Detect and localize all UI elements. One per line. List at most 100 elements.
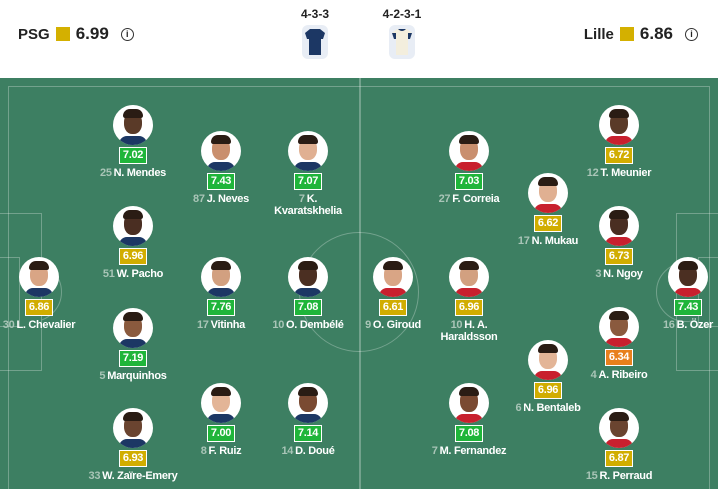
left-goal-area [0, 257, 20, 327]
info-circle-icon[interactable]: i [120, 27, 134, 41]
home-team-summary: PSG 6.99 i [18, 24, 134, 44]
player-card[interactable]: 7.00 8 F. Ruiz [161, 383, 281, 457]
player-rating-badge: 6.34 [604, 349, 634, 366]
player-card[interactable]: 6.96 6 N. Bentaleb [488, 340, 608, 414]
player-number: 51 [102, 268, 115, 280]
player-card[interactable]: 7.07 7 K. Kvaratskhelia [248, 131, 368, 217]
player-avatar [668, 257, 708, 297]
player-card[interactable]: 6.96 51 W. Pacho [73, 206, 193, 280]
player-avatar [201, 257, 241, 297]
player-name-line: 27 F. Correia [409, 193, 529, 205]
player-avatar [288, 257, 328, 297]
player-rating-badge: 6.96 [533, 382, 563, 399]
player-name: W. Pacho [116, 268, 164, 280]
player-rating-badge: 7.76 [206, 299, 236, 316]
player-number: 10 [450, 319, 463, 331]
player-number: 17 [517, 235, 530, 247]
player-name: B. Özer [676, 319, 714, 331]
away-team-summary: Lille 6.86 i [584, 24, 698, 44]
player-card[interactable]: 7.02 25 N. Mendes [73, 105, 193, 179]
player-card[interactable]: 7.08 10 O. Dembélé [248, 257, 368, 331]
player-card[interactable]: 7.08 7 M. Fernandez [409, 383, 529, 457]
player-name: M. Fernandez [439, 445, 507, 457]
player-card[interactable]: 6.62 17 N. Mukau [488, 173, 608, 247]
player-name-line: 4 A. Ribeiro [559, 369, 679, 381]
player-card[interactable]: 6.86 30 L. Chevalier [0, 257, 99, 331]
player-number: 6 [515, 402, 522, 414]
player-number: 16 [662, 319, 675, 331]
info-circle-icon[interactable]: i [685, 27, 698, 41]
player-name: J. Neves [206, 193, 250, 205]
player-name: Vitinha [210, 319, 246, 331]
player-number: 8 [200, 445, 207, 457]
player-card[interactable]: 7.03 27 F. Correia [409, 131, 529, 205]
player-avatar [599, 408, 639, 448]
player-rating-badge: 7.02 [118, 147, 148, 164]
player-card[interactable]: 7.43 16 B. Özer [628, 257, 718, 331]
player-card[interactable]: 6.61 9 O. Giroud [333, 257, 453, 331]
player-name: D. Doué [295, 445, 335, 457]
player-number: 7 [298, 193, 305, 205]
player-number: 17 [196, 319, 209, 331]
player-rating-badge: 7.43 [673, 299, 703, 316]
player-name-line: 33 W. Zaïre-Emery [73, 470, 193, 482]
player-name: L. Chevalier [16, 319, 76, 331]
player-avatar [528, 340, 568, 380]
player-rating-badge: 7.03 [454, 173, 484, 190]
player-avatar [201, 383, 241, 423]
player-number: 7 [431, 445, 438, 457]
player-avatar [599, 307, 639, 347]
player-number: 10 [272, 319, 285, 331]
player-name-line: 25 N. Mendes [73, 167, 193, 179]
player-rating-badge: 7.07 [293, 173, 323, 190]
pitch-border [8, 86, 710, 489]
player-number: 9 [365, 319, 371, 331]
player-card[interactable]: 6.34 4 A. Ribeiro [559, 307, 679, 381]
home-team-rating: 6.99 [75, 24, 109, 43]
player-avatar [288, 383, 328, 423]
player-avatar [528, 173, 568, 213]
player-name-line: 17 Vitinha [161, 319, 281, 331]
player-avatar [599, 105, 639, 145]
player-card[interactable]: 6.96 10 H. A. Haraldsson [409, 257, 529, 343]
player-number: 25 [100, 167, 112, 179]
player-rating-badge: 7.08 [293, 299, 323, 316]
player-card[interactable]: 7.14 14 D. Doué [248, 383, 368, 457]
player-rating-badge: 6.61 [378, 299, 408, 316]
away-team-name: Lille [583, 25, 614, 43]
player-card[interactable]: 7.76 17 Vitinha [161, 257, 281, 331]
player-avatar [599, 206, 639, 246]
player-avatar [113, 408, 153, 448]
player-card[interactable]: 7.43 87 J. Neves [161, 131, 281, 205]
player-rating-badge: 6.96 [454, 299, 484, 316]
player-card[interactable]: 6.72 12 T. Meunier [559, 105, 679, 179]
player-rating-badge: 6.93 [118, 450, 148, 467]
player-number: 14 [281, 445, 294, 457]
player-name: F. Correia [452, 193, 500, 205]
player-name-line: 7 M. Fernandez [409, 445, 529, 457]
player-name-line: 87 J. Neves [161, 193, 281, 205]
player-card[interactable]: 6.73 3 N. Ngoy [559, 206, 679, 280]
player-number: 30 [2, 319, 15, 331]
player-number: 27 [438, 193, 451, 205]
player-card[interactable]: 6.87 15 R. Perraud [559, 408, 679, 482]
player-name: N. Bentaleb [523, 402, 581, 414]
player-avatar [113, 308, 153, 348]
player-rating-badge: 6.87 [604, 450, 634, 467]
player-card[interactable]: 7.19 5 Marquinhos [73, 308, 193, 382]
away-formation-label: 4-2-3-1 [382, 7, 422, 21]
player-name: O. Dembélé [286, 319, 344, 331]
player-name-line: 15 R. Perraud [559, 470, 679, 482]
player-name-line: 6 N. Bentaleb [488, 402, 608, 414]
player-rating-badge: 6.86 [24, 299, 54, 316]
player-rating-badge: 6.62 [533, 215, 563, 232]
player-name: N. Mendes [113, 167, 167, 179]
player-name: N. Mukau [531, 235, 579, 247]
player-card[interactable]: 6.93 33 W. Zaïre-Emery [73, 408, 193, 482]
home-formation: 4-3-3 [290, 7, 340, 59]
player-name: W. Zaïre-Emery [102, 470, 178, 482]
player-name-line: 7 K. Kvaratskhelia [273, 193, 343, 217]
player-name-line: 9 O. Giroud [333, 319, 453, 331]
player-name-line: 17 N. Mukau [488, 235, 608, 247]
